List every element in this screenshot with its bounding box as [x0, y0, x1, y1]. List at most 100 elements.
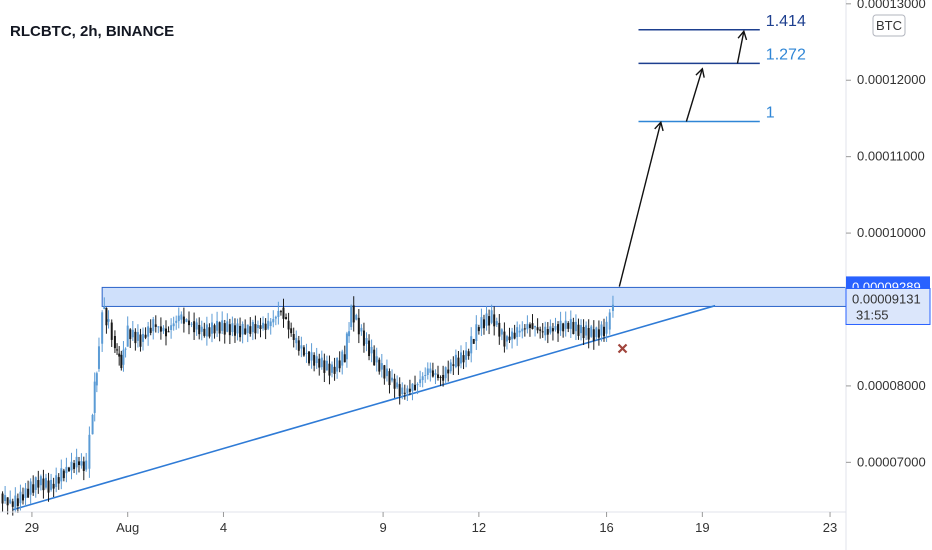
candle-body [385, 368, 388, 377]
x-tick-label: 19 [695, 520, 709, 535]
candle-body [333, 366, 336, 374]
candle-body [345, 333, 348, 360]
candle-body [82, 461, 85, 471]
candle-body [467, 351, 470, 357]
candle-body [21, 494, 24, 501]
candle-body [228, 324, 231, 336]
candle-body [449, 362, 452, 372]
candle-body [37, 480, 40, 488]
candle-body [65, 466, 68, 474]
candle-body [57, 477, 60, 484]
candle-body [75, 456, 78, 468]
candle-body [136, 332, 139, 341]
candle-body [488, 316, 491, 326]
candle-body [267, 320, 270, 329]
candle-body [172, 323, 175, 327]
x-tick-label: 12 [472, 520, 486, 535]
candle-body [318, 358, 321, 368]
candle-body [597, 329, 600, 338]
candle-body [259, 325, 262, 330]
candle-body [429, 368, 432, 373]
candle-body [493, 314, 496, 327]
candle-body [279, 311, 282, 313]
candle-body [170, 325, 173, 331]
candle-body [419, 379, 422, 384]
candle-body [52, 483, 55, 489]
candle-body [144, 334, 147, 338]
fib-level-label: 1.414 [766, 13, 806, 30]
candle-body [328, 363, 331, 376]
candle-body [490, 310, 493, 323]
candle-body [477, 327, 480, 332]
candle-body [149, 327, 152, 333]
candle-body [411, 383, 414, 392]
candle-body [401, 387, 404, 395]
currency-badge-label: BTC [876, 18, 902, 33]
candle-body [587, 327, 590, 340]
candle-body [511, 331, 514, 340]
candle-body [97, 346, 100, 369]
candle-body [14, 495, 17, 509]
candle-body [574, 321, 577, 332]
candle-body [200, 326, 203, 332]
candle-body [282, 307, 285, 319]
candle-body [305, 352, 308, 354]
x-tick-label: 29 [25, 520, 39, 535]
trendline-layer [12, 304, 716, 511]
candle-body [95, 373, 98, 386]
resistance-zone [101, 286, 847, 307]
candle-body [608, 312, 611, 330]
candle-body [120, 354, 123, 369]
candle-body [516, 327, 519, 338]
candle-body [88, 434, 91, 469]
candle-body [80, 461, 83, 466]
candle-body [365, 338, 368, 345]
candle-body [521, 328, 524, 332]
candle-body [350, 305, 353, 328]
candle-body [437, 374, 440, 378]
y-tick-label: 0.00008000 [857, 378, 926, 393]
candle-body [159, 326, 162, 332]
y-tick-label: 0.00011000 [857, 149, 925, 164]
candle-body [47, 480, 50, 493]
candle-body [348, 331, 351, 337]
candle-body [198, 324, 201, 335]
candle-body [231, 323, 234, 333]
candle-body [480, 317, 483, 329]
candle-body [572, 321, 575, 334]
candle-body [302, 347, 305, 356]
candle-body [85, 460, 88, 470]
candle-body [355, 315, 358, 320]
candle-body [295, 337, 298, 344]
fib-level-label: 1.272 [766, 46, 806, 63]
candle-body [559, 320, 562, 331]
candle-body [592, 329, 595, 341]
candle-body [360, 327, 363, 332]
support-trendline [12, 304, 716, 511]
candle-body [508, 336, 511, 341]
candle-body [357, 317, 360, 335]
candle-body [285, 317, 288, 320]
candle-body [495, 321, 498, 325]
fib-targets-layer: 1.414 1.272 1 [638, 13, 806, 123]
candle-body [44, 477, 47, 488]
candle-body [447, 369, 450, 374]
candle-body [388, 371, 391, 386]
candle-body [180, 314, 183, 320]
candle-body [290, 328, 293, 334]
projection-arrowhead [654, 120, 664, 132]
candle-body [526, 323, 529, 330]
candle-body [55, 475, 58, 487]
candle-body [341, 351, 344, 366]
candle-body [218, 322, 221, 334]
candle-body [352, 305, 355, 323]
candle-body [343, 354, 346, 363]
candle-body [32, 484, 35, 493]
candle-body [362, 330, 365, 346]
candle-body [241, 324, 244, 335]
candle-body [157, 326, 160, 328]
candle-body [42, 478, 45, 491]
candle-body [60, 468, 63, 482]
candle-body [297, 340, 300, 351]
